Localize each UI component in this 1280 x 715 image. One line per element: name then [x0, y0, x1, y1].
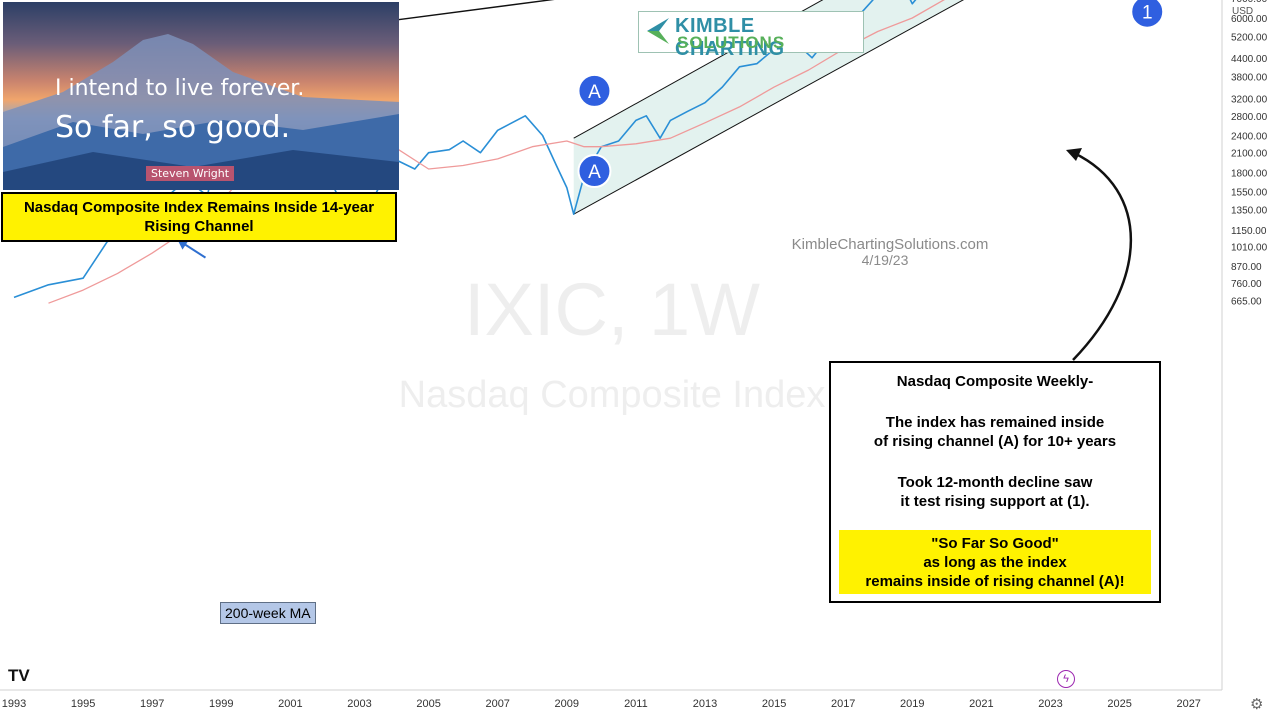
- marker-circle: [577, 154, 612, 189]
- marker-label: A: [588, 162, 601, 183]
- channel-upper-line: [573, 0, 824, 139]
- x-tick-label: 2019: [900, 698, 924, 710]
- quote-line-1: I intend to live forever.: [55, 76, 305, 101]
- x-tick-label: 1997: [140, 698, 164, 710]
- logo-sub: SOLUTIONS: [677, 33, 786, 52]
- x-tick-label: 2009: [555, 698, 579, 710]
- x-tick-label: 2005: [416, 698, 440, 710]
- x-tick-label: 1993: [2, 698, 26, 710]
- logo-name: KIMBLE CHARTING: [675, 15, 785, 60]
- quote-line-2: So far, so good.: [55, 110, 291, 145]
- x-tick-label: 2007: [485, 698, 509, 710]
- price-axis-unit[interactable]: USD: [1232, 6, 1254, 17]
- y-tick-label: 5200.00: [1231, 32, 1268, 43]
- kimble-logo-icon: [647, 18, 669, 44]
- lightning-icon[interactable]: ϟ: [1057, 670, 1075, 688]
- channel-lower-line: [573, 0, 965, 215]
- notes-box: Nasdaq Composite Weekly- The index has r…: [829, 361, 1161, 603]
- watermark-name: Nasdaq Composite Index: [399, 374, 826, 416]
- gear-icon[interactable]: ⚙: [1250, 696, 1264, 713]
- y-tick-label: 1550.00: [1231, 188, 1268, 199]
- x-tick-label: 2021: [969, 698, 993, 710]
- y-tick-label: 7000.00: [1231, 0, 1268, 5]
- y-tick-label: 3800.00: [1231, 73, 1268, 84]
- marker-label: A: [588, 82, 601, 103]
- y-tick-label: 6000.00: [1231, 14, 1268, 25]
- time-axis: 1993 1995 1997 1999 2001 2003 2005 2007 2009 2011…: [2, 698, 1201, 710]
- price-axis: 665.00 760.00 870.00 1010.00 1150.00 1350.00 1…: [1231, 0, 1268, 307]
- quote-author: Steven Wright: [146, 166, 235, 181]
- y-tick-label: 4400.00: [1231, 54, 1268, 65]
- notes-paragraph-2: Took 12-month decline saw it test rising…: [897, 474, 1093, 510]
- quote-image: I intend to live forever. So far, so goo…: [3, 2, 399, 190]
- chart-title-box: Nasdaq Composite Index Remains Inside 14…: [1, 192, 397, 242]
- x-tick-label: 1999: [209, 698, 233, 710]
- y-tick-label: 3200.00: [1231, 95, 1268, 106]
- y-tick-label: 760.00: [1231, 279, 1262, 290]
- y-tick-label: 1010.00: [1231, 243, 1268, 254]
- ma-label: 200-week MA: [220, 602, 316, 624]
- marker-circle: [1130, 0, 1165, 29]
- y-tick-label: 1800.00: [1231, 168, 1268, 179]
- y-tick-label: 870.00: [1231, 262, 1262, 273]
- y-tick-label: 2100.00: [1231, 149, 1268, 160]
- marker-label: 1: [1142, 3, 1153, 24]
- x-tick-label: 2015: [762, 698, 786, 710]
- tradingview-logo-icon[interactable]: TV: [8, 666, 30, 685]
- notes-title: Nasdaq Composite Weekly-: [896, 373, 1094, 390]
- x-tick-label: 2011: [624, 698, 648, 710]
- support-test-arrowhead-icon: [1066, 148, 1082, 161]
- marker-circle: [577, 73, 612, 108]
- y-tick-label: 1350.00: [1231, 205, 1268, 216]
- x-tick-label: 1995: [71, 698, 95, 710]
- kimble-logo[interactable]: KIMBLE CHARTING SOLUTIONS: [638, 11, 864, 60]
- x-tick-label: 2025: [1107, 698, 1131, 710]
- y-tick-label: 1150.00: [1231, 226, 1267, 237]
- x-tick-label: 2001: [278, 698, 302, 710]
- site-stamp-text: KimbleChartingSolutions.com: [792, 236, 989, 253]
- support-test-arrow: [1072, 151, 1132, 361]
- x-tick-label: 2013: [693, 698, 717, 710]
- site-stamp-date: 4/19/23: [862, 252, 909, 268]
- mountain-landscape-icon: [3, 34, 399, 190]
- x-tick-label: 2027: [1176, 698, 1200, 710]
- x-tick-label: 2023: [1038, 698, 1062, 710]
- notes-paragraph-1: The index has remained inside of rising …: [873, 414, 1117, 450]
- y-tick-label: 2400.00: [1231, 132, 1268, 143]
- x-tick-label: 2003: [347, 698, 371, 710]
- rising-channel: [573, 0, 965, 215]
- y-tick-label: 665.00: [1231, 296, 1262, 307]
- watermark-symbol: IXIC, 1W: [464, 268, 760, 351]
- ma-pointer-head-icon: [177, 239, 189, 250]
- x-tick-label: 2017: [831, 698, 855, 710]
- y-tick-label: 2800.00: [1231, 112, 1268, 123]
- notes-highlight: "So Far So Good" as long as the index re…: [839, 530, 1151, 594]
